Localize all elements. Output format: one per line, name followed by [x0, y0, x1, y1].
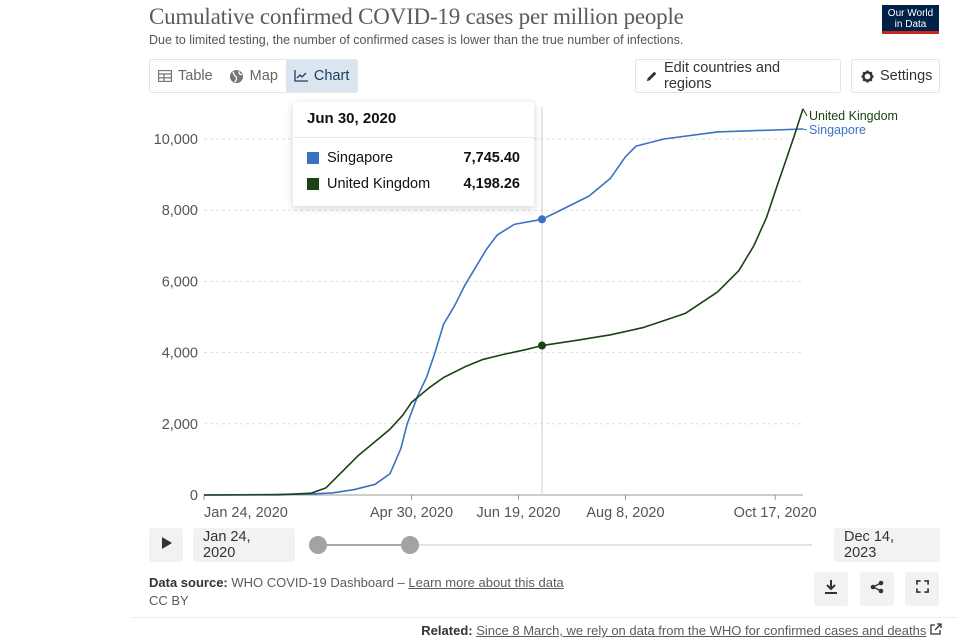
tooltip-row-value: 4,198.26	[463, 176, 520, 192]
hover-point-singapore	[538, 215, 547, 224]
related-divider	[131, 617, 958, 618]
source-note: Data source: WHO COVID-19 Dashboard – Le…	[149, 574, 564, 610]
y-tick-label: 0	[190, 488, 198, 504]
logo-line2: in Data	[894, 19, 927, 30]
tooltip-row-name: Singapore	[327, 150, 394, 166]
series-line-united-kingdom[interactable]	[203, 108, 804, 496]
tab-map-label: Map	[249, 68, 278, 84]
source-text: WHO COVID-19 Dashboard –	[231, 575, 405, 590]
tab-chart[interactable]: Chart	[285, 60, 358, 92]
x-tick-label: Apr 30, 2020	[370, 505, 453, 521]
end-label-united-kingdom[interactable]: United Kingdom	[809, 109, 898, 123]
y-tick-label: 2,000	[162, 417, 198, 433]
x-tick-label: Aug 8, 2020	[586, 505, 664, 521]
x-tick-label: Oct 17, 2020	[734, 505, 817, 521]
timeline-start-date[interactable]: Jan 24, 2020	[193, 528, 295, 562]
pencil-icon	[645, 70, 658, 83]
share-icon	[870, 580, 884, 599]
download-icon	[824, 579, 838, 599]
tooltip-date: Jun 30, 2020	[307, 110, 397, 127]
x-tick-label: Jan 24, 2020	[204, 505, 288, 521]
timeline-selected-range	[318, 544, 410, 546]
fullscreen-button[interactable]	[905, 572, 939, 606]
end-label-connector	[802, 128, 808, 131]
tab-map[interactable]: Map	[221, 60, 286, 92]
timeline-start-handle[interactable]	[309, 536, 327, 554]
external-link-icon	[930, 623, 942, 638]
hover-tooltip: Jun 30, 2020 Singapore 7,745.40 United K…	[293, 102, 534, 206]
related-link[interactable]: Since 8 March, we rely on data from the …	[476, 623, 927, 638]
edit-countries-button[interactable]: Edit countries and regions	[635, 59, 841, 93]
end-label-singapore[interactable]: Singapore	[809, 123, 866, 137]
learn-more-link[interactable]: Learn more about this data	[408, 575, 564, 590]
download-button[interactable]	[814, 572, 848, 606]
x-tick-label: Jun 19, 2020	[477, 505, 561, 521]
y-tick-label: 10,000	[154, 132, 198, 148]
y-tick-label: 8,000	[162, 203, 198, 219]
play-button[interactable]	[149, 528, 183, 562]
expand-icon	[915, 580, 929, 598]
tab-table[interactable]: Table	[150, 60, 221, 92]
tooltip-row-name: United Kingdom	[327, 176, 431, 192]
settings-label: Settings	[880, 68, 933, 84]
timeline-track[interactable]	[318, 544, 812, 546]
right-margin	[958, 0, 976, 642]
related-note: Related: Since 8 March, we rely on data …	[421, 623, 942, 638]
hover-point-united-kingdom	[538, 341, 547, 350]
share-button[interactable]	[860, 572, 894, 606]
chart-subtitle: Due to limited testing, the number of co…	[149, 33, 684, 47]
source-label: Data source:	[149, 575, 228, 590]
timeline-end-handle[interactable]	[401, 536, 419, 554]
chart-title: Cumulative confirmed COVID-19 cases per …	[149, 4, 684, 29]
line-chart-icon	[294, 70, 308, 82]
tooltip-row-value: 7,745.40	[463, 150, 520, 166]
y-tick-label: 4,000	[162, 346, 198, 362]
table-icon	[158, 70, 172, 82]
license-text: CC BY	[149, 593, 189, 608]
uk-swatch	[307, 178, 319, 190]
owid-logo[interactable]: Our World in Data	[882, 5, 939, 34]
tooltip-divider	[293, 137, 534, 138]
tab-chart-label: Chart	[313, 68, 350, 84]
tab-table-label: Table	[178, 68, 213, 84]
series-line-singapore[interactable]	[203, 128, 804, 496]
tooltip-row-uk: United Kingdom 4,198.26	[307, 174, 520, 194]
singapore-swatch	[307, 152, 319, 164]
logo-line1: Our World	[887, 8, 934, 19]
left-margin	[0, 0, 131, 642]
play-icon	[161, 536, 172, 554]
view-tabs: Table Map Chart	[149, 59, 359, 93]
edit-countries-label: Edit countries and regions	[664, 60, 781, 92]
gear-icon	[861, 69, 874, 83]
tooltip-row-singapore: Singapore 7,745.40	[307, 148, 520, 168]
timeline-end-date[interactable]: Dec 14, 2023	[834, 528, 940, 562]
end-label-connector	[802, 108, 808, 117]
globe-icon	[229, 69, 244, 84]
y-tick-label: 6,000	[162, 274, 198, 290]
related-label: Related:	[421, 623, 473, 638]
settings-button[interactable]: Settings	[851, 59, 940, 93]
